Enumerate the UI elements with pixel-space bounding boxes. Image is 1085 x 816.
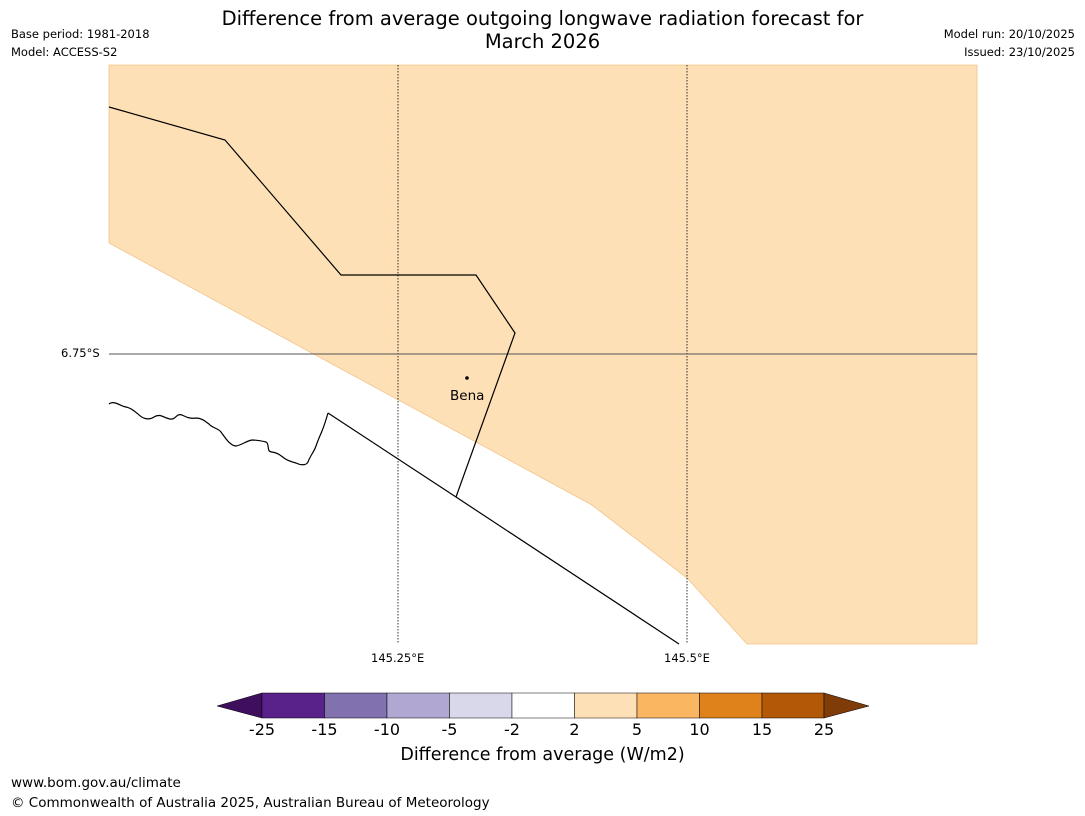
footer-url[interactable]: www.bom.gov.au/climate xyxy=(11,775,181,791)
colorbar-tick: 25 xyxy=(813,720,835,739)
colorbar-tick: -5 xyxy=(441,720,458,739)
colorbar-tick: -25 xyxy=(248,720,276,739)
longitude-label-145-5: 145.5°E xyxy=(664,651,710,665)
colorbar-extend-low xyxy=(216,692,263,719)
colorbar-extend-high xyxy=(823,692,870,719)
issued-date: Issued: 23/10/2025 xyxy=(964,44,1075,59)
river-line xyxy=(108,402,329,466)
colorbar-segment-2 xyxy=(324,692,388,719)
province-boundary-south xyxy=(327,412,680,645)
colorbar-segment-1 xyxy=(261,692,325,719)
chart-title: Difference from average outgoing longwav… xyxy=(0,7,1085,53)
meta-left: Base period: 1981-2018 Model: ACCESS-S2 xyxy=(11,26,150,61)
model-run: Model run: 20/10/2025 xyxy=(943,27,1075,41)
colorbar-segment-9 xyxy=(761,692,825,719)
colorbar-tick: 15 xyxy=(751,720,773,739)
base-period: Base period: 1981-2018 xyxy=(11,27,150,41)
colorbar-segment-8 xyxy=(699,692,763,719)
meta-right: Model run: 20/10/2025 Issued: 23/10/2025 xyxy=(944,26,1075,61)
longitude-label-145-25: 145.25°E xyxy=(371,651,425,665)
model-name: Model: ACCESS-S2 xyxy=(11,44,118,59)
colorbar xyxy=(216,692,870,719)
colorbar-tick: 2 xyxy=(569,720,580,739)
colorbar-tick: 5 xyxy=(631,720,643,739)
colorbar-tick: 10 xyxy=(689,720,710,739)
anomaly-region xyxy=(108,64,978,645)
colorbar-segment-4 xyxy=(449,692,513,719)
latitude-label: 6.75°S xyxy=(61,346,100,360)
place-label-bena: Bena xyxy=(450,388,485,404)
title-line-1: Difference from average outgoing longwav… xyxy=(221,7,864,30)
colorbar-tick: -10 xyxy=(373,720,401,739)
colorbar-segment-5 xyxy=(511,692,575,719)
colorbar-segment-6 xyxy=(574,692,638,719)
colorbar-segment-7 xyxy=(636,692,700,719)
colorbar-label: Difference from average (W/m2) xyxy=(400,745,685,765)
colorbar-segment-3 xyxy=(386,692,450,719)
footer-copyright: © Commonwealth of Australia 2025, Austra… xyxy=(11,795,490,811)
colorbar-tick: -15 xyxy=(311,720,338,739)
colorbar-tick: -2 xyxy=(504,720,520,739)
province-boundary xyxy=(108,106,516,498)
town-marker-icon xyxy=(465,376,469,380)
title-line-2: March 2026 xyxy=(484,30,601,53)
